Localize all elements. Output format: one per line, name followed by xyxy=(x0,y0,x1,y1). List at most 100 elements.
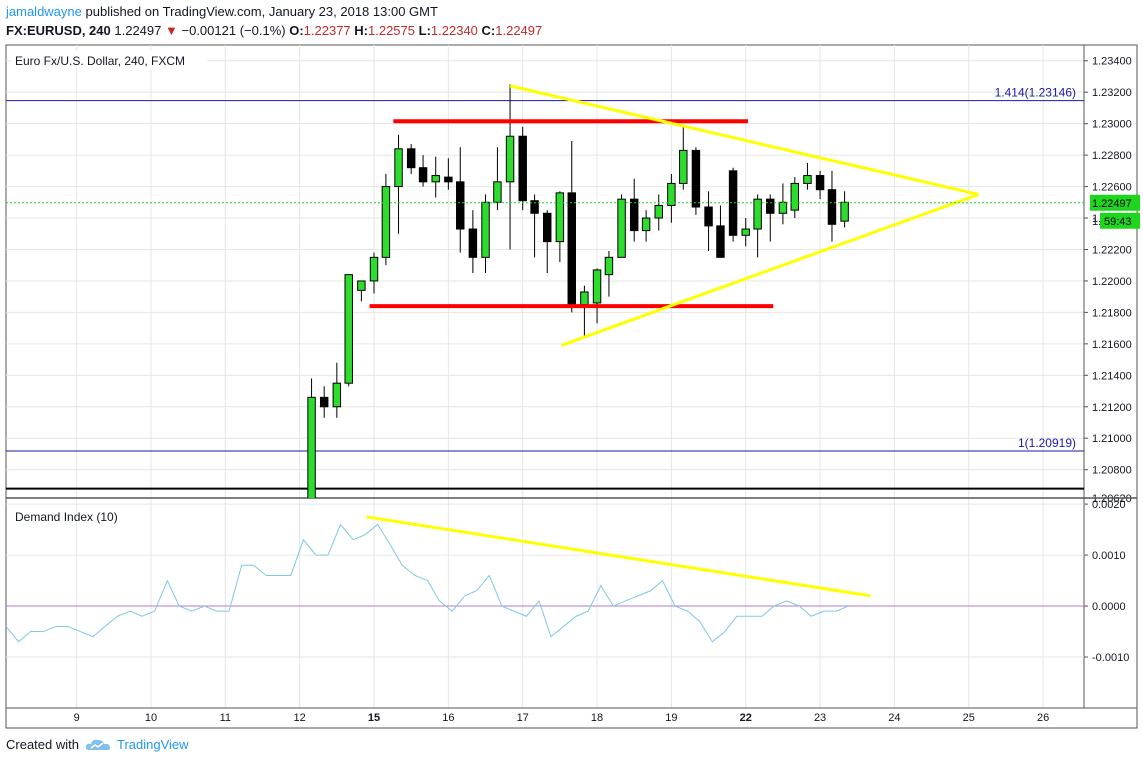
candle-body xyxy=(567,192,576,306)
candle-body xyxy=(803,175,812,184)
last-price-tag-label: 1.22497 xyxy=(1092,198,1132,210)
candle[interactable] xyxy=(518,126,527,211)
price-pane-title: Euro Fx/U.S. Dollar, 240, FXCM xyxy=(15,54,185,68)
candle[interactable] xyxy=(381,173,391,266)
candle-body xyxy=(543,212,552,243)
candle[interactable] xyxy=(493,147,502,211)
candle[interactable] xyxy=(406,144,416,174)
candle[interactable] xyxy=(543,210,552,274)
author-link[interactable]: jamaldwayne xyxy=(6,4,82,19)
close-value: 1.22497 xyxy=(495,23,543,38)
candle[interactable] xyxy=(468,210,478,274)
candle-body xyxy=(555,192,565,243)
candle[interactable] xyxy=(629,178,639,242)
candle-body xyxy=(456,181,465,230)
price-axis-label: 1.23400 xyxy=(1092,56,1132,68)
candle[interactable] xyxy=(641,210,651,242)
candle[interactable] xyxy=(530,194,539,258)
down-triangle-icon: ▼ xyxy=(165,23,178,38)
candle-body xyxy=(332,382,342,408)
demand-index-line[interactable] xyxy=(6,523,849,643)
candle-body xyxy=(667,182,676,206)
candle-body xyxy=(679,149,688,184)
candle-body xyxy=(629,198,639,232)
candle[interactable] xyxy=(332,362,342,418)
x-tick-label: 16 xyxy=(442,712,454,724)
candle[interactable] xyxy=(691,147,701,215)
candle[interactable] xyxy=(505,84,515,250)
candle[interactable] xyxy=(741,218,750,247)
price-pane[interactable]: 1.23400 1.23200 1.23000 1.22800 1.22600 1.224… xyxy=(5,44,1140,729)
candle[interactable] xyxy=(456,147,465,253)
candle[interactable] xyxy=(728,167,738,242)
candle[interactable] xyxy=(617,194,626,258)
candle[interactable] xyxy=(369,252,379,294)
candle-body xyxy=(641,217,651,232)
candle[interactable] xyxy=(667,173,676,223)
candle[interactable] xyxy=(431,156,440,198)
x-tick-label: 11 xyxy=(220,712,231,724)
candle[interactable] xyxy=(716,205,725,258)
candle[interactable] xyxy=(592,268,602,324)
price-axis-label: 1.20620 xyxy=(1092,493,1132,505)
countdown-tag xyxy=(1100,212,1140,229)
price-axis-label: 1.21000 xyxy=(1092,433,1132,445)
candle-body xyxy=(778,201,788,214)
candle-body xyxy=(369,256,379,282)
candle-body xyxy=(766,198,775,214)
candle[interactable] xyxy=(444,158,453,190)
candle-body xyxy=(617,198,626,258)
demand-axis-label: 0.0000 xyxy=(1092,601,1126,613)
low-label: L: xyxy=(418,23,431,38)
candle-body xyxy=(654,204,663,219)
candle[interactable] xyxy=(827,170,837,242)
symbol-label: FX:EURUSD, 240 xyxy=(6,23,111,38)
candle[interactable] xyxy=(481,194,490,274)
candle-body xyxy=(790,182,800,211)
candle[interactable] xyxy=(753,194,762,258)
candle[interactable] xyxy=(704,191,713,252)
candle[interactable] xyxy=(679,126,688,190)
x-tick-label: 24 xyxy=(888,712,900,724)
time-axis[interactable]: 9 10 11 12 15 16 17 18 19 22 23 24 25 26 xyxy=(6,707,1137,724)
candle[interactable] xyxy=(357,280,366,302)
candle-body xyxy=(815,175,825,191)
candle[interactable] xyxy=(394,134,403,234)
chart-header: jamaldwayne published on TradingView.com… xyxy=(0,0,1143,44)
price-axis-label: 1.21800 xyxy=(1092,307,1132,319)
demand-trendline[interactable] xyxy=(366,515,871,598)
tradingview-cloud-icon xyxy=(85,739,110,750)
demand-index-pane[interactable]: 0.0020 0.0010 0.0000 -0.0010 Demand Index (1… xyxy=(6,499,1129,708)
candle[interactable] xyxy=(344,274,353,387)
candle[interactable] xyxy=(319,386,329,418)
price-axis-label: 1.22600 xyxy=(1092,182,1132,194)
x-tick-label: 12 xyxy=(294,712,306,724)
candle-body xyxy=(481,201,490,258)
candle-body xyxy=(716,225,725,258)
candle-body xyxy=(840,201,849,222)
candle[interactable] xyxy=(840,191,849,228)
demand-axis-label: 0.0020 xyxy=(1092,499,1126,511)
candle[interactable] xyxy=(307,378,316,501)
candle[interactable] xyxy=(815,170,825,200)
footer: Created with TradingView xyxy=(6,737,189,752)
demand-axis-label: -0.0010 xyxy=(1092,652,1129,664)
tradingview-brand-link[interactable]: TradingView xyxy=(116,737,189,752)
change-value: −0.00121 (−0.1%) xyxy=(181,23,286,38)
candle-body xyxy=(431,175,440,183)
candle[interactable] xyxy=(790,177,800,219)
candle[interactable] xyxy=(604,251,614,297)
price-axis-label: 1.21600 xyxy=(1092,339,1132,351)
candle[interactable] xyxy=(803,162,812,190)
triangle-trendline[interactable] xyxy=(509,84,979,196)
x-tick-label: 26 xyxy=(1037,712,1049,724)
fib-level-label: 1.414(1.23146) xyxy=(995,86,1076,100)
price-tag-fragment: 1. xyxy=(1092,216,1101,228)
open-label: O: xyxy=(289,23,304,38)
x-tick-label: 22 xyxy=(740,712,752,724)
triangle-trendline[interactable] xyxy=(560,193,979,347)
candle[interactable] xyxy=(654,194,663,231)
candle[interactable] xyxy=(418,155,428,187)
high-value: 1.22575 xyxy=(368,23,415,38)
